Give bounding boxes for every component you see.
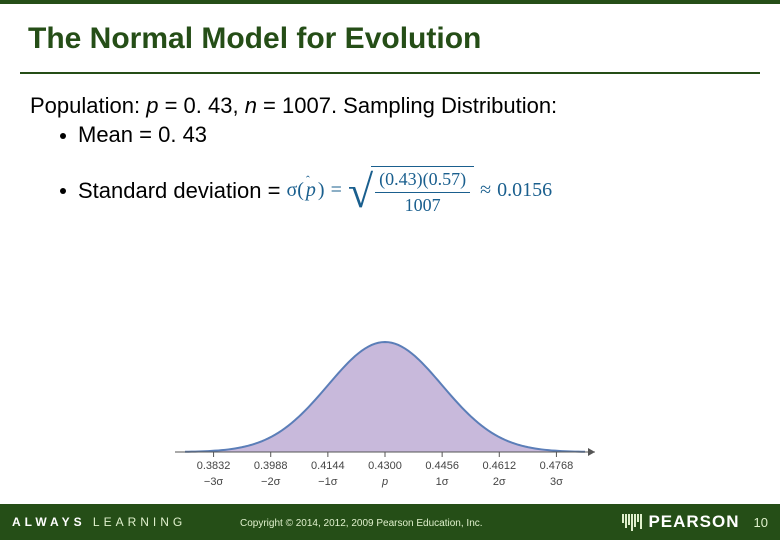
bullet-mean: Mean = 0. 43 [60, 122, 750, 148]
tick-value: 0.4768 [536, 460, 576, 472]
p-value: = 0. 43, [158, 93, 244, 118]
tick-value: 0.4612 [479, 460, 519, 472]
pearson-brand-text: PEARSON [648, 512, 739, 532]
n-symbol: n [245, 93, 257, 118]
tick-value: 0.4144 [308, 460, 348, 472]
p-symbol: p [146, 93, 158, 118]
normal-curve-svg [165, 322, 605, 482]
sigma-symbol: σ [286, 179, 297, 202]
normal-curve-chart: 0.3832 0.3988 0.4144 0.4300 0.4456 0.4612 0.47… [165, 322, 605, 522]
sd-result: 0.0156 [497, 179, 552, 202]
mean-text: Mean = 0. 43 [78, 122, 207, 148]
slide-title: The Normal Model for Evolution [28, 22, 752, 56]
title-area: The Normal Model for Evolution [0, 4, 780, 66]
tick-sigma: 1σ [422, 476, 462, 488]
fraction-numerator: (0.43)(0.57) [375, 169, 470, 193]
tick-value: 0.4300 [365, 460, 405, 472]
tick-sigma: p [365, 476, 405, 488]
slide: The Normal Model for Evolution Populatio… [0, 0, 780, 540]
pop-prefix: Population: [30, 93, 146, 118]
tick-sigma: 3σ [536, 476, 576, 488]
p-hat: ˆp [304, 179, 318, 202]
fraction-denominator: 1007 [405, 193, 441, 216]
sd-label: Standard deviation = [78, 178, 280, 204]
copyright-text: Copyright © 2014, 2012, 2009 Pearson Edu… [240, 518, 483, 529]
tick-sigma: −1σ [308, 476, 348, 488]
page-number: 10 [754, 515, 768, 530]
pearson-logo: PEARSON [622, 512, 739, 532]
content-area: Population: p = 0. 43, n = 1007. Samplin… [0, 74, 780, 504]
tick-value: 0.3988 [251, 460, 291, 472]
pearson-bars-icon [622, 514, 642, 531]
bullet-dot-icon [60, 188, 66, 194]
sqrt-expression: √ (0.43)(0.57) 1007 [348, 166, 474, 216]
tick-value: 0.4456 [422, 460, 462, 472]
equals-sign: = [331, 179, 342, 202]
tick-value: 0.3832 [194, 460, 234, 472]
approx-sign: ≈ [480, 179, 491, 202]
bullet-dot-icon [60, 133, 66, 139]
radical-icon: √ [348, 176, 373, 208]
always-learning-tag: ALWAYS LEARNING [12, 515, 186, 529]
tick-sigma: −2σ [251, 476, 291, 488]
tick-sigma: 2σ [479, 476, 519, 488]
population-line: Population: p = 0. 43, n = 1007. Samplin… [30, 92, 750, 120]
n-value: = 1007. Sampling Distribution: [257, 93, 557, 118]
sd-formula: σ(ˆp) = √ (0.43)(0.57) 1007 ≈ 0.0156 [286, 166, 552, 216]
tick-sigma: −3σ [194, 476, 234, 488]
bullet-sd: Standard deviation = σ(ˆp) = √ (0.43)(0.… [60, 166, 750, 216]
